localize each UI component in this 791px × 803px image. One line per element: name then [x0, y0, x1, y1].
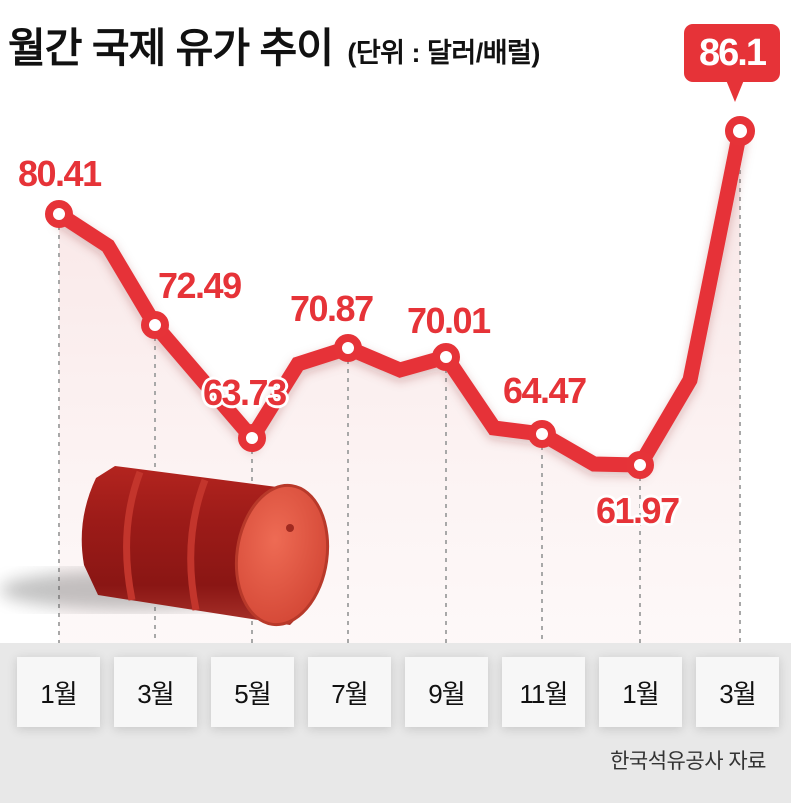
marker-3b[interactable]: [725, 116, 755, 146]
source-note: 한국석유공사 자료: [610, 750, 766, 773]
chart-title: 월간 국제 유가 추이 (단위 : 달러/배럴): [8, 14, 540, 74]
marker-1b[interactable]: [626, 451, 654, 479]
marker-9[interactable]: [432, 343, 460, 371]
marker-11[interactable]: [528, 420, 556, 448]
chart-unit: (단위 : 달러/배럴): [347, 38, 540, 68]
marker-7[interactable]: [334, 334, 362, 362]
value-label-may: 63.73: [203, 372, 287, 413]
marker-3[interactable]: [141, 311, 169, 339]
value-label-mar: 72.49: [158, 265, 242, 306]
value-label-sep: 70.01: [407, 300, 491, 341]
chart-title-main: 월간 국제 유가 추이: [8, 25, 334, 71]
callout-pointer: [726, 80, 744, 102]
x-label-mar-next: 3월: [696, 657, 779, 727]
marker-5[interactable]: [238, 424, 266, 452]
highlight-value: 86.1: [699, 31, 767, 74]
data-markers: [45, 116, 755, 479]
x-label-jan: 1월: [17, 657, 100, 727]
line-chart: [0, 116, 755, 643]
highlight-callout: 86.1: [684, 24, 780, 82]
x-label-jul: 7월: [308, 657, 391, 727]
value-label-jan-next: 61.97: [596, 490, 680, 531]
value-label-jan: 80.41: [18, 153, 102, 194]
value-label-nov: 64.47: [503, 370, 587, 411]
oil-barrel-illustration: [0, 466, 330, 627]
x-label-mar: 3월: [114, 657, 197, 727]
value-label-jul: 70.87: [290, 288, 374, 329]
x-label-jan-next: 1월: [599, 657, 682, 727]
x-label-sep: 9월: [405, 657, 488, 727]
marker-1[interactable]: [45, 200, 73, 228]
x-label-may: 5월: [211, 657, 294, 727]
x-label-nov: 11월: [502, 657, 585, 727]
